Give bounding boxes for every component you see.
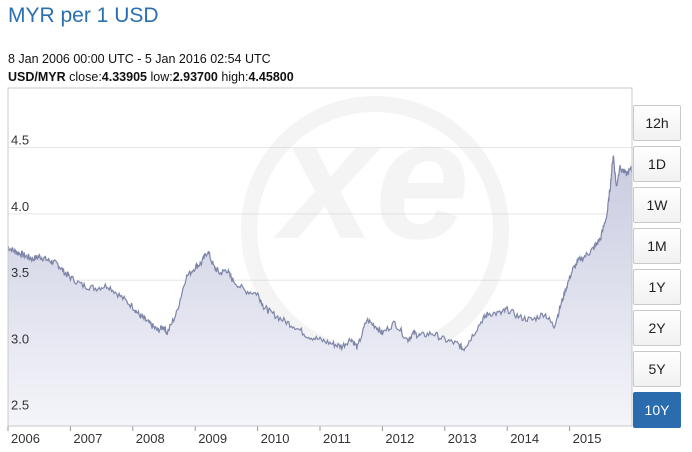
chart-title: MYR per 1 USD: [8, 4, 159, 27]
x-tick-label: 2014: [510, 431, 539, 446]
x-tick-label: 2009: [198, 431, 227, 446]
y-tick-label: 2.5: [11, 398, 29, 413]
rate-line: [8, 155, 633, 352]
y-tick-label: 3.5: [11, 265, 29, 280]
range-selector: 12h 1D 1W 1M 1Y 2Y 5Y 10Y: [633, 105, 683, 433]
low-value: 2.93700: [172, 70, 218, 84]
range-button-1d[interactable]: 1D: [633, 146, 681, 182]
range-button-1w[interactable]: 1W: [633, 187, 681, 223]
close-label: close:: [69, 70, 102, 84]
x-tick-label: 2006: [11, 431, 40, 446]
quote-stats: USD/MYR close:4.33905 low:2.93700 high:4…: [8, 70, 294, 84]
x-axis: 2006 2007 2008 2009 2010 2011 2012 2013 2014 2015: [7, 426, 602, 446]
range-button-12h[interactable]: 12h: [633, 105, 681, 141]
y-axis: 2.5 3.0 3.5 4.0 4.5: [11, 133, 29, 413]
y-tick-label: 3.0: [11, 331, 29, 346]
xe-watermark: xe: [241, 86, 509, 364]
range-button-10y[interactable]: 10Y: [633, 392, 681, 428]
x-tick-label: 2013: [448, 431, 477, 446]
rate-area: [8, 155, 632, 426]
y-tick-label: 4.5: [11, 133, 29, 148]
range-button-1m[interactable]: 1M: [633, 228, 681, 264]
close-value: 4.33905: [101, 70, 147, 84]
rate-chart[interactable]: xe 2.53.03.54.04.5 2006 2007 2008 2009 2010 2…: [0, 86, 692, 452]
x-tick-label: 2010: [261, 431, 290, 446]
plot-frame: [7, 87, 633, 427]
currency-pair: USD/MYR: [8, 70, 66, 84]
date-range: 8 Jan 2006 00:00 UTC - 5 Jan 2016 02:54 …: [8, 52, 271, 66]
high-label: high:: [221, 70, 249, 84]
x-tick-label: 2008: [136, 431, 165, 446]
svg-text:xe: xe: [272, 86, 469, 275]
range-button-5y[interactable]: 5Y: [633, 351, 681, 387]
x-tick-label: 2015: [573, 431, 602, 446]
high-value: 4.45800: [248, 70, 294, 84]
y-tick-label: 4.0: [11, 199, 29, 214]
low-label: low:: [150, 70, 173, 84]
x-tick-label: 2012: [385, 431, 414, 446]
x-tick-label: 2007: [73, 431, 102, 446]
x-tick-label: 2011: [323, 431, 351, 446]
range-button-1y[interactable]: 1Y: [633, 269, 681, 305]
range-button-2y[interactable]: 2Y: [633, 310, 681, 346]
